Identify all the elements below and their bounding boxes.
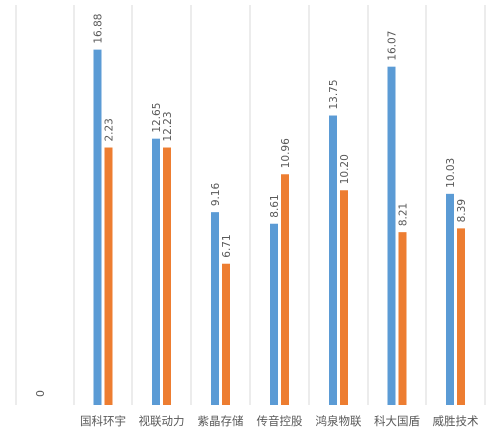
data-label-s1-6: 10.03 [445, 158, 457, 188]
bar-s2-5 [398, 232, 407, 405]
data-label-s2-0: 2.23 [104, 118, 116, 141]
data-label-s2-3: 10.96 [280, 138, 292, 168]
x-label-0: 国科环宇 [80, 414, 126, 428]
data-label-s2-6: 8.39 [456, 199, 468, 222]
data-label-s1-5: 16.07 [387, 31, 399, 61]
bar-s2-1 [163, 147, 171, 406]
bar-s2-6 [457, 228, 465, 405]
x-label-3: 传音控股 [257, 414, 303, 428]
data-label-s1-2: 9.16 [210, 182, 222, 206]
x-label-6: 威胜技术 [433, 414, 479, 428]
x-axis-labels: 国科环宇 视联动力 紫晶存储 传音控股 鸿泉物联 科大国盾 威胜技术 [80, 414, 479, 428]
bar-s1-6 [446, 193, 454, 405]
x-label-4: 鸿泉物联 [316, 414, 362, 428]
bar-s2-4 [340, 190, 348, 405]
bar-s1-3 [270, 223, 278, 405]
data-label-s2-4: 10.20 [339, 154, 351, 184]
bar-marks [93, 49, 465, 406]
category-gridlines [15, 5, 486, 405]
bar-s1-5 [387, 66, 396, 406]
bar-s2-0 [104, 147, 113, 406]
data-label-s2-5: 8.21 [398, 203, 410, 226]
x-label-1: 视联动力 [139, 414, 185, 428]
data-labels: 16.88 2.23 12.65 12.23 9.16 6.71 8.61 10.96 13.7… [93, 14, 469, 258]
zero-label: 0 [34, 390, 47, 397]
data-label-s2-2: 6.71 [221, 234, 233, 257]
data-label-s1-0: 16.88 [93, 14, 105, 44]
bar-s1-2 [211, 212, 219, 405]
data-label-s1-1: 12.65 [151, 103, 163, 133]
x-label-5: 科大国盾 [374, 414, 420, 428]
bar-s1-4 [329, 115, 337, 406]
bar-s2-3 [281, 174, 289, 405]
bar-s2-2 [222, 263, 230, 405]
data-label-s1-4: 13.75 [328, 79, 340, 109]
data-label-s2-1: 12.23 [162, 111, 174, 141]
x-label-2: 紫晶存储 [198, 414, 244, 428]
bar-s1-1 [152, 138, 160, 405]
data-label-s1-3: 8.61 [269, 194, 281, 217]
bar-s1-0 [93, 49, 102, 405]
